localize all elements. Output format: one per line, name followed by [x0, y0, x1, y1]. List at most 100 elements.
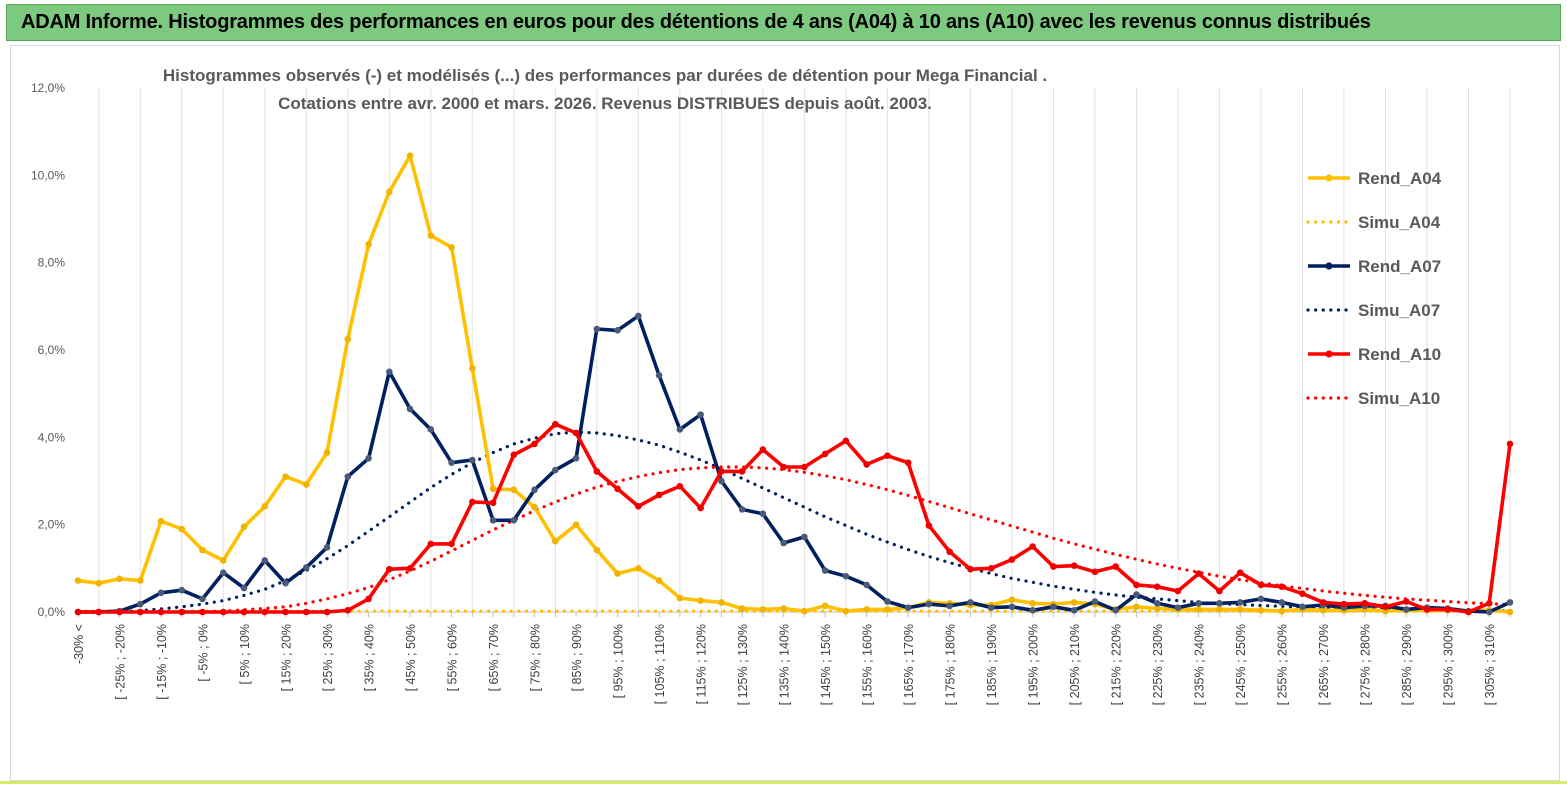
data-point [489, 517, 497, 524]
data-point [987, 604, 995, 611]
x-tick-label: [ 235% ; 240% [1193, 624, 1207, 705]
data-point [1423, 606, 1431, 613]
data-point [510, 451, 518, 459]
data-point [1216, 606, 1223, 613]
y-axis: 0,0% 2,0% 4,0% 6,0% 8,0% 10,0% 12,0% [31, 81, 65, 619]
data-point [946, 548, 953, 556]
y-tick-label: 0,0% [38, 605, 66, 619]
data-point [738, 506, 746, 513]
data-point [676, 482, 684, 490]
data-point [302, 481, 310, 488]
data-point [780, 463, 787, 471]
data-point [1299, 603, 1306, 611]
series-line [78, 422, 1512, 614]
data-point [386, 565, 393, 573]
data-point [614, 570, 621, 577]
data-point [863, 461, 870, 468]
data-point [1112, 563, 1119, 570]
data-point [1008, 556, 1016, 563]
series-line [78, 314, 1511, 614]
data-point [676, 426, 684, 433]
data-point [1236, 599, 1244, 606]
data-point [780, 539, 787, 547]
x-tick-label: [ 215% ; 220% [1110, 624, 1124, 705]
x-tick-label: [ 45% ; 50% [404, 624, 418, 691]
data-point [489, 499, 497, 507]
data-point [1112, 606, 1119, 614]
data-point [1506, 440, 1514, 448]
data-point [365, 241, 372, 248]
data-point [1195, 570, 1202, 577]
x-tick-label: [ 35% ; 40% [363, 624, 377, 691]
data-point [1257, 595, 1265, 603]
chart-frame [10, 45, 1560, 781]
data-point [1278, 599, 1286, 606]
x-tick-label: [ 285% ; 290% [1400, 624, 1414, 705]
series-simu-a07 [76, 430, 1512, 614]
report-title: ADAM Informe. Histogrammes des performan… [21, 11, 1371, 33]
data-point [1174, 604, 1182, 611]
data-point [365, 595, 372, 603]
data-point [1382, 603, 1389, 611]
data-point [302, 608, 310, 616]
data-point [1070, 562, 1078, 570]
y-tick-label: 4,0% [38, 430, 66, 444]
data-point [1485, 608, 1493, 616]
data-point [593, 468, 601, 475]
data-point [1319, 606, 1327, 614]
legend-item-rend-a10: Rend_A10 [1308, 345, 1441, 364]
data-point [842, 607, 850, 615]
data-point [1506, 599, 1514, 606]
data-point [1008, 603, 1016, 611]
data-point [199, 546, 206, 554]
data-point [552, 466, 559, 474]
x-tick-label: [ -15% ; -10% [155, 624, 169, 700]
data-point [323, 544, 331, 551]
x-tick-label: [ 205% ; 210% [1068, 624, 1082, 705]
data-point [614, 485, 621, 493]
data-point [240, 523, 248, 531]
data-point [136, 600, 144, 608]
data-point [821, 450, 829, 458]
data-point [967, 565, 974, 573]
legend-label: Rend_A07 [1358, 257, 1441, 276]
legend-item-rend-a04: Rend_A04 [1308, 169, 1442, 188]
x-tick-label: [ 295% ; 300% [1442, 624, 1456, 705]
data-point [1257, 606, 1265, 614]
data-point [593, 325, 601, 333]
x-tick-label: [ 5% ; 10% [238, 624, 252, 684]
data-point [863, 606, 870, 613]
data-point [884, 606, 891, 613]
data-point [157, 608, 165, 616]
data-point [1257, 581, 1265, 589]
x-tick-label: [ 305% ; 310% [1483, 624, 1497, 705]
legend-marker [1325, 262, 1333, 270]
data-point [261, 608, 269, 616]
data-point [1091, 598, 1099, 605]
data-point [1050, 563, 1057, 570]
bottom-rule [0, 781, 1567, 784]
x-tick-label: [ 185% ; 190% [985, 624, 999, 705]
data-point [821, 567, 829, 574]
data-point [655, 491, 663, 499]
data-point [469, 498, 476, 506]
data-point [489, 485, 497, 493]
data-point [738, 605, 746, 612]
chart-title-line1: Histogrammes observés (-) et modélisés (… [163, 66, 1047, 85]
x-tick-label: [ 175% ; 180% [944, 624, 958, 705]
data-point [904, 604, 912, 611]
data-point [240, 608, 248, 616]
data-point [178, 586, 186, 594]
x-tick-label: [ 255% ; 260% [1276, 624, 1290, 705]
data-point [925, 522, 933, 529]
y-tick-label: 12,0% [31, 81, 65, 95]
report-banner: ADAM Informe. Histogrammes des performan… [6, 4, 1561, 41]
series-rend-a04 [74, 152, 1514, 616]
data-point [884, 598, 891, 605]
data-point [552, 537, 559, 545]
data-point [821, 602, 829, 610]
data-point [697, 504, 704, 512]
data-point [1402, 606, 1410, 613]
data-point [1444, 606, 1452, 613]
data-point [199, 608, 206, 616]
